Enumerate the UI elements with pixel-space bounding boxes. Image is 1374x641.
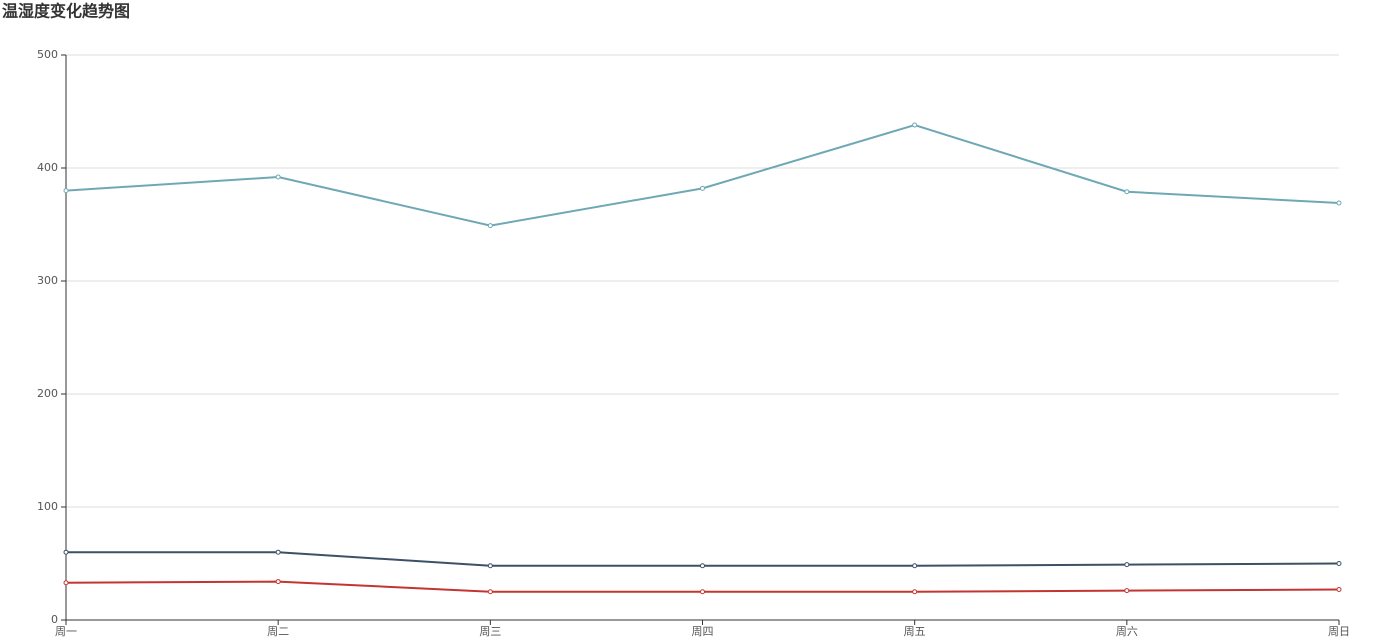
point bbox=[700, 563, 705, 569]
point bbox=[912, 122, 918, 128]
x-tick-label: 周三 bbox=[479, 625, 501, 638]
point bbox=[275, 579, 281, 585]
x-tick-label: 周四 bbox=[692, 625, 714, 638]
point bbox=[1336, 200, 1342, 206]
point bbox=[63, 549, 69, 555]
point bbox=[1336, 561, 1342, 566]
point bbox=[487, 563, 493, 569]
chart-title: 温湿度变化趋势图 bbox=[1, 2, 130, 21]
point bbox=[1124, 562, 1130, 568]
x-tick-label: 周日 bbox=[1328, 625, 1350, 638]
point bbox=[1124, 588, 1130, 594]
y-tick-label: 200 bbox=[37, 387, 58, 400]
point bbox=[912, 589, 918, 595]
point bbox=[63, 188, 69, 194]
y-tick-label: 0 bbox=[51, 613, 58, 626]
point bbox=[912, 563, 918, 569]
point bbox=[275, 174, 281, 180]
point bbox=[63, 580, 69, 586]
y-tick-label: 400 bbox=[37, 161, 58, 174]
y-tick-label: 100 bbox=[37, 500, 58, 513]
x-tick-label: 周六 bbox=[1116, 625, 1138, 638]
point bbox=[700, 589, 705, 595]
y-tick-label: 500 bbox=[37, 48, 58, 61]
point bbox=[487, 589, 493, 595]
point bbox=[1124, 189, 1130, 195]
point bbox=[487, 223, 493, 229]
point bbox=[1336, 586, 1342, 592]
x-tick-label: 周五 bbox=[904, 625, 926, 638]
x-tick-label: 周二 bbox=[267, 625, 289, 638]
series-line bbox=[65, 124, 1340, 227]
point bbox=[700, 185, 705, 191]
y-tick-label: 300 bbox=[37, 274, 58, 287]
x-tick-label: 周一 bbox=[55, 625, 77, 638]
point bbox=[275, 549, 281, 555]
